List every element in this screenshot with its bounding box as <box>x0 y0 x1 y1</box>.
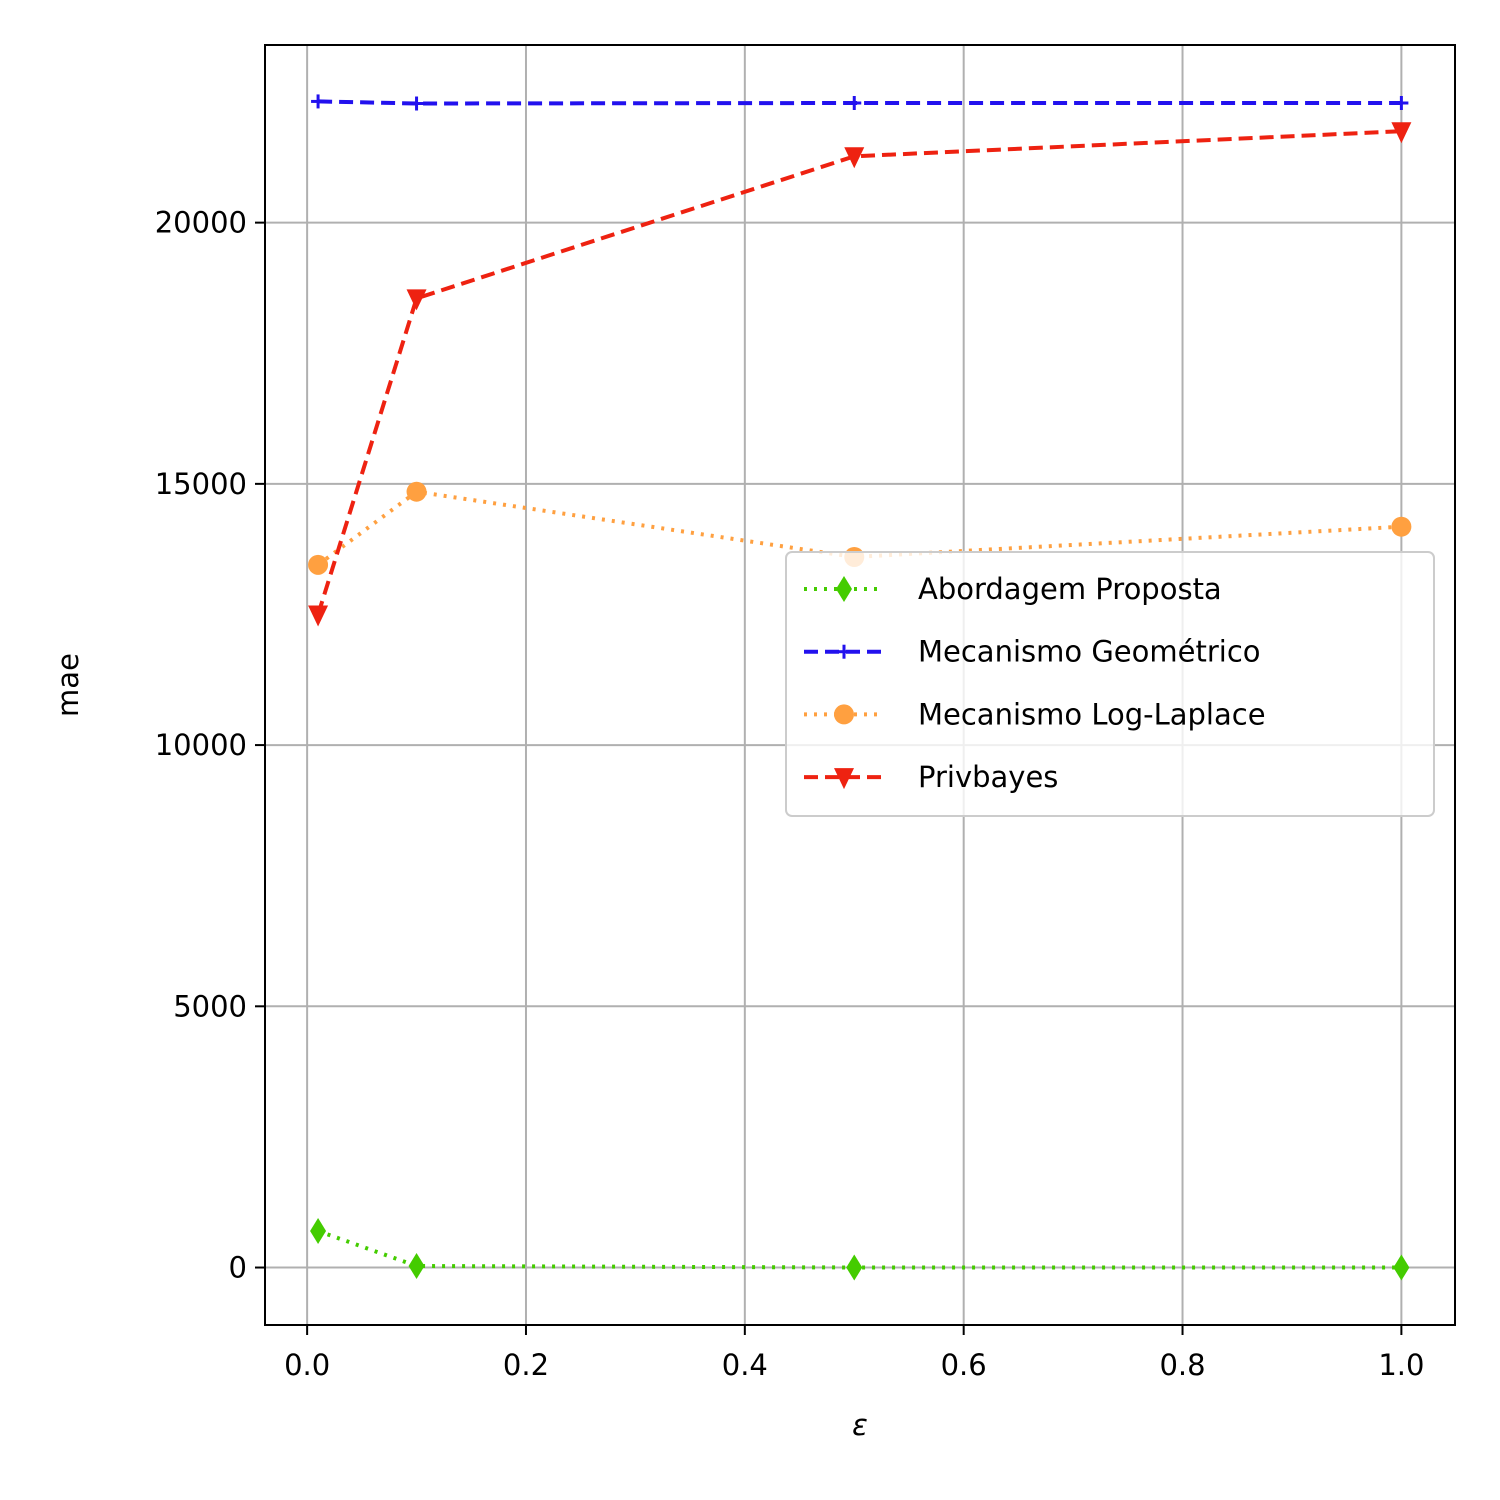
data-point <box>406 289 427 311</box>
y-axis-label: mae <box>51 653 85 717</box>
data-point <box>308 605 329 627</box>
x-tick-label: 0.0 <box>284 1348 330 1382</box>
axis-ticks: 0.0 0.2 0.4 0.6 0.8 1.0 0 5000 10000 15000 20000 <box>155 206 1425 1382</box>
legend-marker <box>836 576 852 602</box>
legend-label: Mecanismo Geométrico <box>918 635 1261 669</box>
x-tick-label: 0.8 <box>1159 1348 1205 1382</box>
data-point <box>409 96 424 111</box>
x-tick-label: 0.2 <box>503 1348 549 1382</box>
series-line <box>318 99 1402 106</box>
data-point <box>847 95 862 110</box>
data-point <box>308 554 329 575</box>
data-point <box>846 1254 863 1281</box>
legend-marker <box>834 768 854 790</box>
data-point <box>406 481 427 502</box>
series-0 <box>310 1217 1410 1281</box>
legend-label: Privbayes <box>918 760 1058 794</box>
data-point <box>1391 516 1412 537</box>
data-point <box>1393 1254 1410 1281</box>
y-tick-label: 0 <box>229 1251 247 1285</box>
series-1 <box>311 94 1409 111</box>
x-axis-label: ε <box>852 1408 868 1442</box>
series-layer <box>308 94 1412 1281</box>
grid <box>265 45 1455 1325</box>
series-line <box>317 1229 1402 1270</box>
legend-marker <box>834 704 854 725</box>
x-tick-label: 0.4 <box>722 1348 768 1382</box>
legend-item: Mecanismo Geométrico <box>804 635 1261 669</box>
legend-box <box>785 551 1435 817</box>
y-tick-label: 10000 <box>155 728 247 762</box>
y-tick-label: 20000 <box>155 206 247 240</box>
data-point <box>844 147 865 169</box>
y-tick-label: 15000 <box>155 467 247 501</box>
x-tick-label: 1.0 <box>1378 1348 1424 1382</box>
legend: Abordagem Proposta Mecanismo Geométrico Me… <box>785 551 1435 817</box>
plot-frame <box>264 44 1456 1326</box>
legend-label: Abordagem Proposta <box>918 572 1222 606</box>
data-point <box>1391 122 1412 144</box>
data-point <box>311 94 326 109</box>
series-line <box>316 489 1402 567</box>
x-tick-label: 0.6 <box>941 1348 987 1382</box>
data-point <box>310 1217 327 1244</box>
legend-item: Abordagem Proposta <box>804 572 1222 606</box>
legend-label: Mecanismo Log-Laplace <box>918 697 1266 731</box>
legend-marker <box>837 644 851 659</box>
data-point <box>1394 95 1409 110</box>
legend-item: Privbayes <box>804 760 1058 794</box>
series-3 <box>308 122 1412 627</box>
data-point <box>408 1252 425 1279</box>
legend-item: Mecanismo Log-Laplace <box>804 697 1266 731</box>
y-tick-label: 5000 <box>173 989 247 1023</box>
